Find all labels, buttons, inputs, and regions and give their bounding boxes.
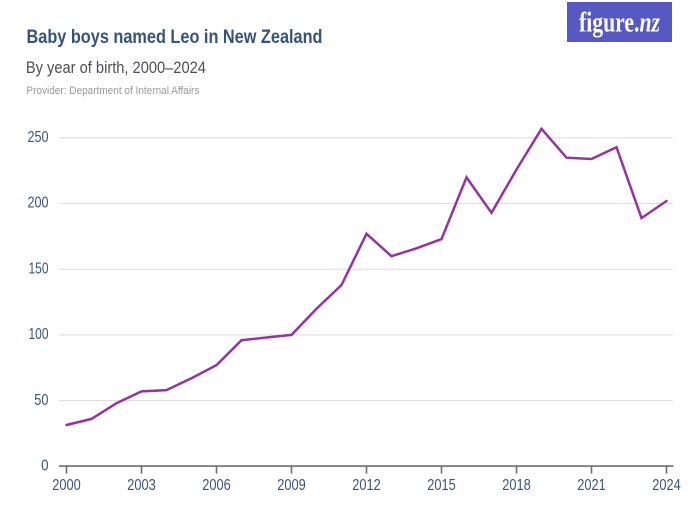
svg-text:By year of birth, 2000–2024: By year of birth, 2000–2024 bbox=[26, 58, 206, 77]
svg-text:2000: 2000 bbox=[52, 477, 81, 494]
svg-text:2003: 2003 bbox=[127, 477, 156, 494]
svg-text:2024: 2024 bbox=[652, 477, 681, 494]
svg-text:2009: 2009 bbox=[277, 477, 306, 494]
svg-text:2015: 2015 bbox=[427, 477, 456, 494]
svg-text:250: 250 bbox=[28, 129, 49, 146]
svg-text:Baby boys named Leo in New Zea: Baby boys named Leo in New Zealand bbox=[27, 26, 323, 48]
svg-text:100: 100 bbox=[29, 326, 49, 343]
svg-text:Provider: Department of Intern: Provider: Department of Internal Affairs bbox=[26, 85, 200, 97]
svg-text:2006: 2006 bbox=[202, 477, 231, 494]
svg-text:2021: 2021 bbox=[577, 477, 606, 494]
svg-text:0: 0 bbox=[41, 458, 48, 475]
svg-text:50: 50 bbox=[34, 392, 48, 409]
svg-text:150: 150 bbox=[29, 260, 49, 277]
svg-text:2018: 2018 bbox=[502, 477, 531, 494]
svg-text:figure.nz: figure.nz bbox=[579, 7, 660, 38]
svg-text:200: 200 bbox=[28, 195, 49, 212]
svg-text:2012: 2012 bbox=[352, 477, 381, 494]
